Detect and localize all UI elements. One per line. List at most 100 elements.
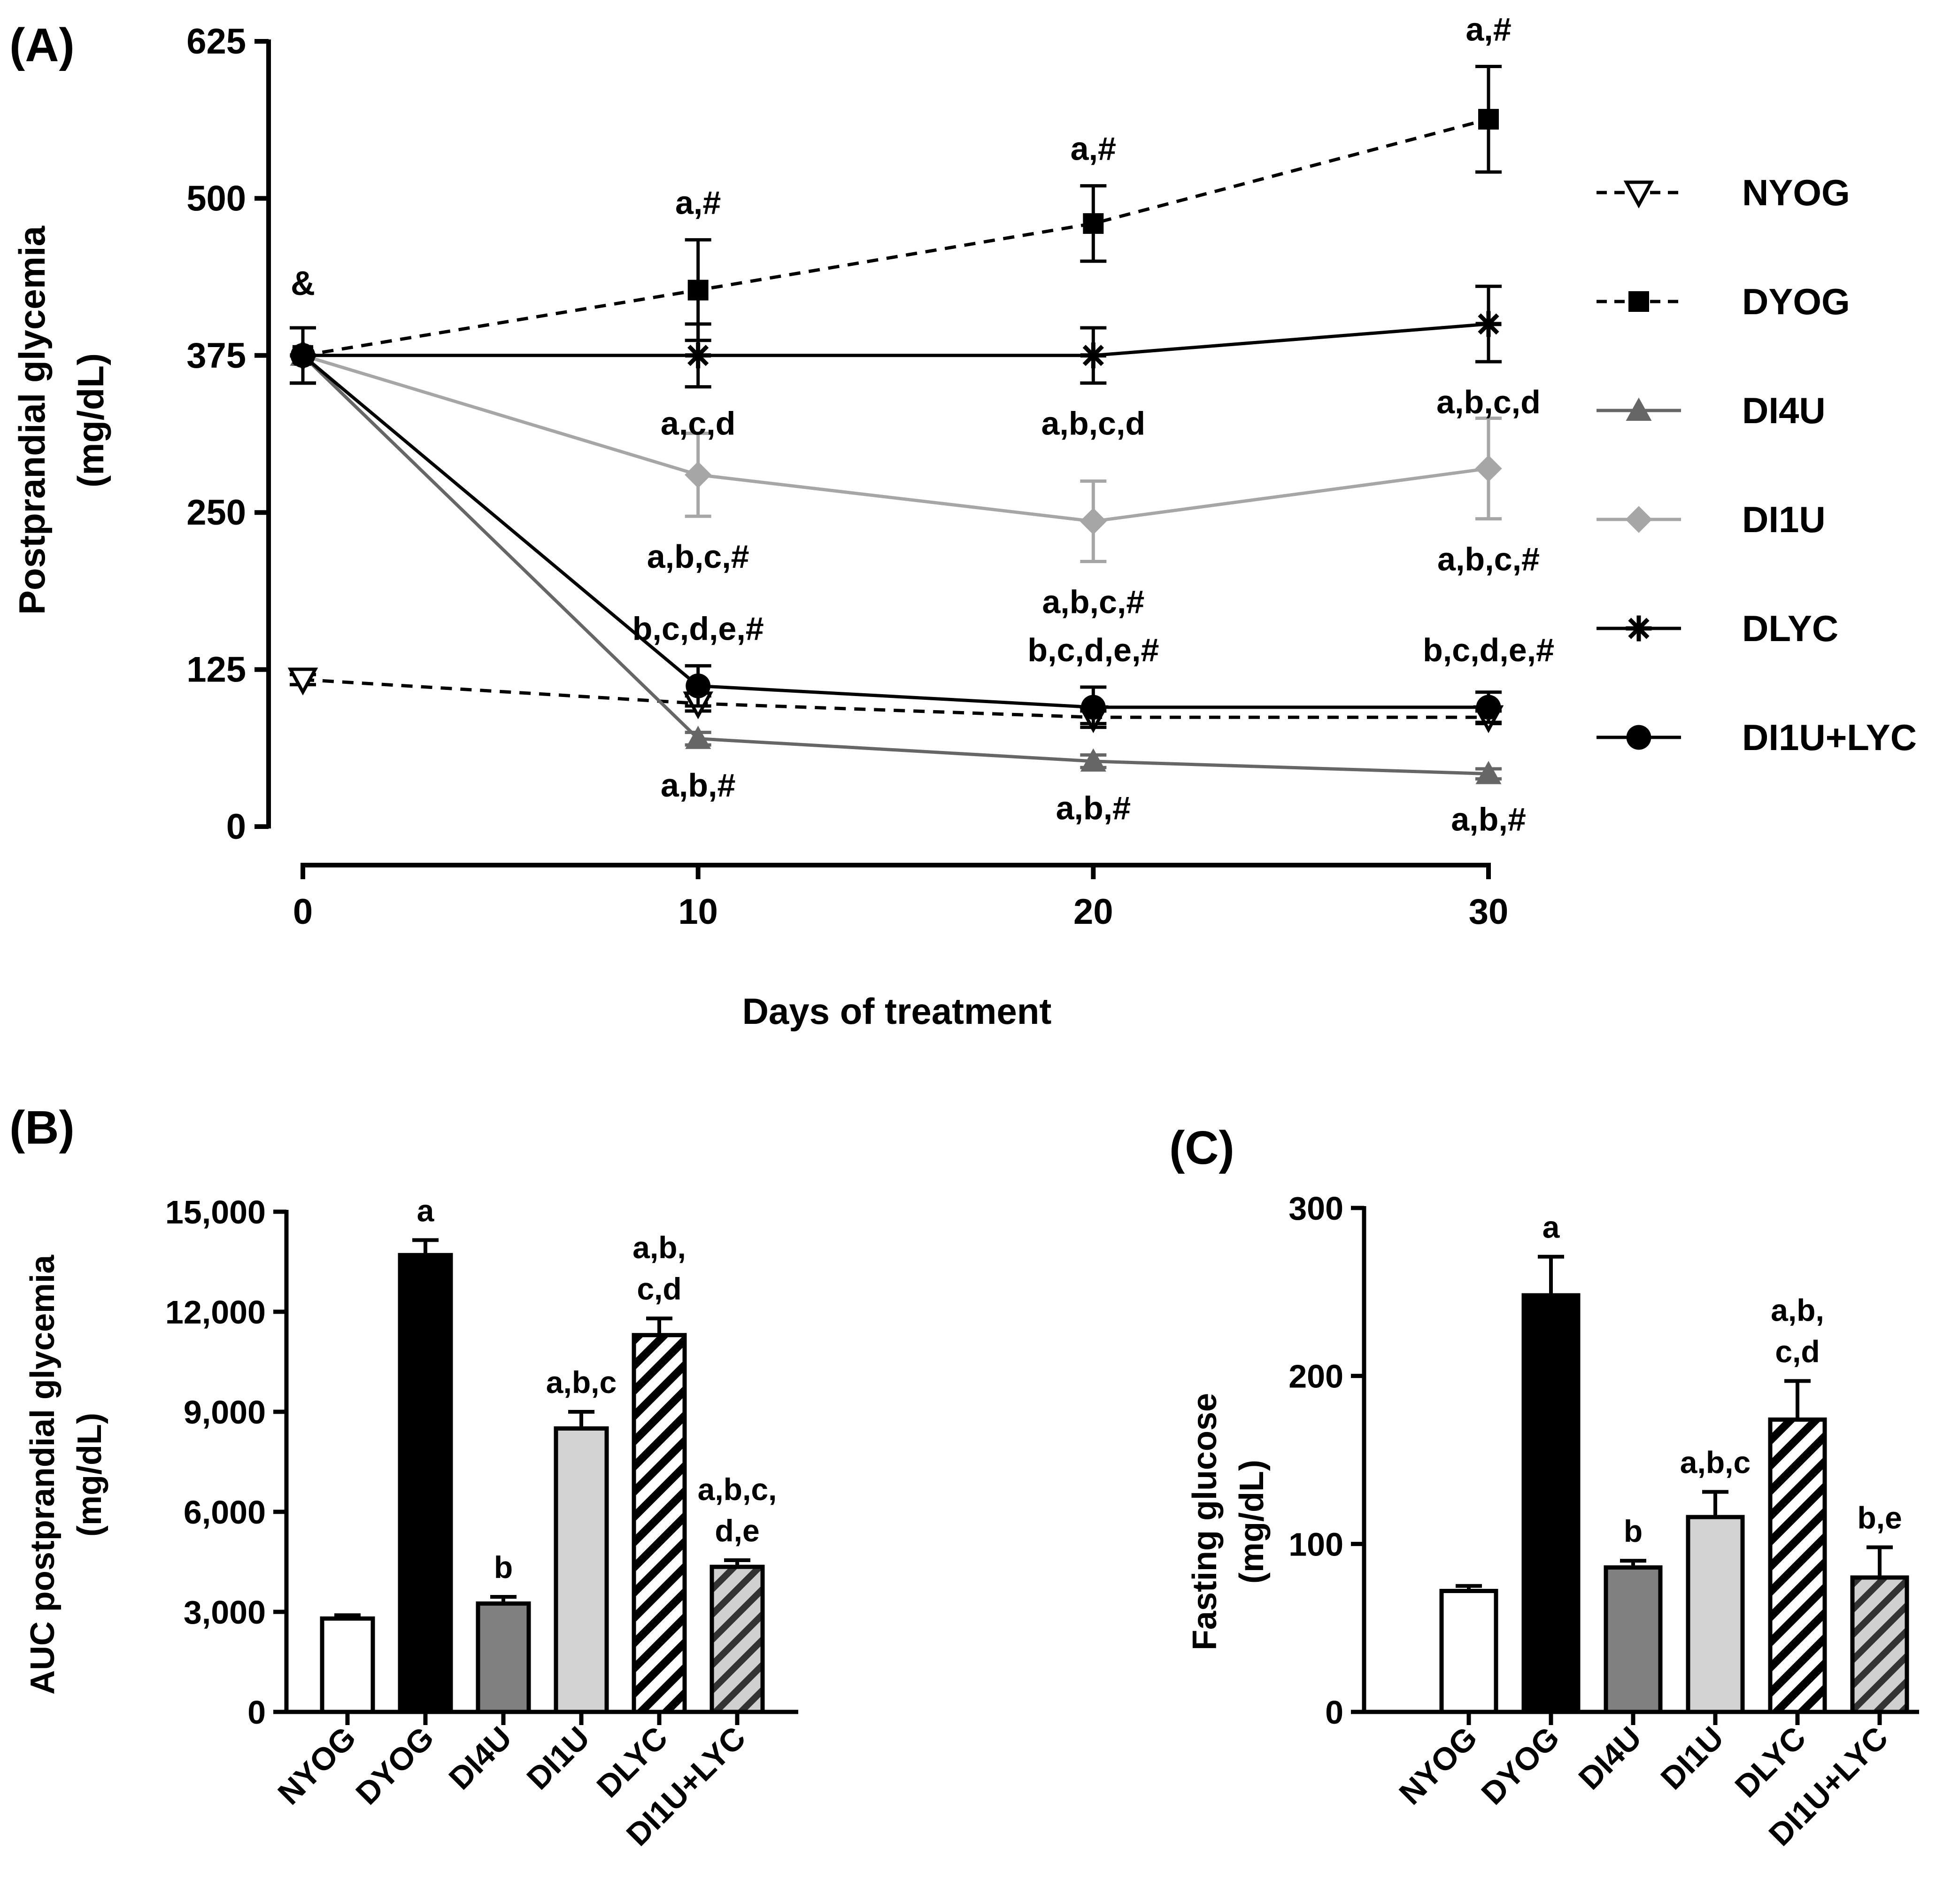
panel-b-bar-group-di4u: b DI4U	[442, 1550, 531, 1796]
point-di4u-shape	[685, 726, 711, 749]
legend-label: DYOG	[1742, 281, 1850, 322]
legend-marker-dlyc-stroke	[1628, 618, 1650, 639]
panel-a-axes: 0 125 250 375 500 625 0 10 20 30	[186, 22, 1508, 932]
panel-b-bar-group-dyog: a DYOG	[349, 1193, 453, 1811]
panel-c-bar-dlyc	[1768, 1417, 1827, 1714]
legend-marker-di4u	[1626, 397, 1652, 421]
series-dyog	[290, 65, 1502, 385]
point-nyog-shape	[287, 667, 318, 696]
panel-c-bar-group-di1u: a,b,c DI1U	[1654, 1445, 1751, 1796]
point-di1u-plus-lyc	[290, 343, 316, 368]
panel-a-y-axis-title: Postprandial glycemia (mg/dL)	[11, 225, 111, 615]
point-di1u	[685, 461, 712, 488]
point-di1u-shape	[685, 461, 712, 488]
point-dlyc-stroke	[1478, 313, 1499, 335]
panel-a-ylabel-line2: (mg/dL)	[70, 353, 111, 488]
point-di1u-plus-lyc	[1476, 695, 1501, 720]
point-di1u-shape	[1080, 508, 1107, 535]
series-di4u	[290, 326, 1502, 784]
panel-c-bar-di1u-plus-lyc	[1850, 1575, 1909, 1714]
annotation-label: a,b,c,d	[1436, 384, 1541, 420]
point-dlyc-stroke	[687, 345, 709, 366]
panel-a-y-tick-label: 125	[186, 650, 246, 690]
panel-c-y-axis-title: Fasting glucose (mg/dL)	[1186, 1393, 1271, 1650]
point-di1u-plus-lyc-shape	[1476, 695, 1501, 720]
legend-marker-di1u-plus-lyc	[1626, 725, 1651, 750]
panel-b-chart: 0 3,000 6,000 9,000 12,000 15,000 NYOG a DYOG b DI…	[165, 1193, 798, 1853]
panel-c-bar-annotation: a,b,	[1771, 1293, 1824, 1327]
panel-b-ylabel-line2: (mg/dL)	[71, 1413, 108, 1537]
panel-a: (A) 0 125 250 375 500 625 0 10 20 30 Postprandial…	[9, 11, 1917, 1032]
series-di1u	[289, 326, 1502, 564]
panel-c-chart: 0 100 200 300 NYOG a DYOG b DI4U a,b,c DI1U a,b, c,d…	[1288, 1190, 1919, 1853]
point-di4u	[1080, 748, 1106, 772]
point-dyog-shape	[687, 279, 709, 301]
panel-c-bar-group-dyog: a DYOG	[1474, 1210, 1581, 1811]
point-di1u	[1475, 455, 1502, 482]
point-dyog-shape	[1083, 213, 1104, 234]
panel-b-y-tick-label: 3,000	[184, 1594, 266, 1631]
panel-b-y-axis-title: AUC postprandial glycemia (mg/dL)	[24, 1254, 108, 1695]
panel-a-xlabel: Days of treatment	[742, 991, 1052, 1032]
panel-b-bar-dyog	[398, 1253, 453, 1714]
series-line-di1u	[302, 354, 1489, 523]
panel-c-y-tick-label: 200	[1288, 1358, 1343, 1395]
legend-label: NYOG	[1742, 172, 1850, 213]
panel-a-y-tick-label: 500	[186, 178, 246, 218]
panel-a-y-tick-label: 375	[186, 336, 246, 376]
panel-c-y-tick-label: 300	[1288, 1190, 1343, 1227]
point-dyog	[1478, 108, 1499, 130]
panel-c-category-label: DYOG	[1474, 1720, 1566, 1811]
series-line-di4u	[301, 354, 1489, 776]
panel-c-bar-annotation: b	[1624, 1514, 1643, 1548]
panel-b-category-label: NYOG	[271, 1720, 363, 1811]
legend-marker-di1u	[1625, 506, 1652, 533]
annotation-label: a,b,#	[1451, 801, 1526, 837]
annotation-label: a,#	[1071, 131, 1116, 167]
legend-item-dlyc: DLYC	[1597, 608, 1838, 649]
panel-b-y-tick-label: 6,000	[184, 1494, 266, 1531]
panel-c-bar-di4u	[1604, 1565, 1663, 1714]
panel-b-bar-annotation: a	[417, 1193, 435, 1228]
panel-c-bar-nyog	[1439, 1588, 1498, 1714]
panel-b-bar-dlyc	[632, 1333, 687, 1714]
legend-item-di1u: DI1U	[1597, 499, 1826, 540]
annotation-label: a,c,d	[661, 405, 736, 442]
panel-b-bar-group-di1u: a,b,c DI1U	[520, 1365, 617, 1796]
panel-b-y-tick-label: 15,000	[165, 1194, 266, 1231]
panel-c-bar-group-di4u: b DI4U	[1572, 1514, 1663, 1796]
panel-b-bar-annotation: c,d	[637, 1271, 681, 1306]
series-line-dlyc	[303, 322, 1489, 357]
panel-c-bar-annotation: a	[1543, 1210, 1560, 1245]
legend-item-dyog: DYOG	[1597, 281, 1850, 322]
series-line-dyog	[302, 117, 1489, 357]
panel-b: (B) AUC postprandial glycemia (mg/dL) 0 3…	[9, 1101, 798, 1853]
annotation-label: a,b,#	[661, 767, 736, 804]
point-di1u-plus-lyc-shape	[290, 343, 316, 368]
annotation-label: b,c,d,e,#	[1027, 632, 1159, 668]
panel-b-category-label: DYOG	[349, 1720, 440, 1811]
point-dlyc	[1475, 311, 1502, 337]
panel-a-y-tick-label: 0	[226, 807, 246, 847]
annotation-label: a,b,c,#	[1042, 584, 1144, 620]
panel-b-category-label: DI1U	[520, 1720, 596, 1796]
panel-a-annotations: & a,# a,# a,# a,c,d a,b,c,d a,b,c,d a,b,c,# a,b,…	[291, 11, 1554, 838]
panel-b-ylabel-line1: AUC postprandial glycemia	[24, 1254, 62, 1695]
point-di1u-plus-lyc-shape	[1080, 695, 1106, 720]
point-di4u	[685, 726, 711, 749]
panel-b-bar-di4u	[476, 1601, 531, 1714]
panel-c-bar-annotation: b,e	[1857, 1500, 1902, 1535]
point-dlyc-stroke	[1082, 345, 1104, 366]
panel-c-category-label: DI1U	[1654, 1720, 1730, 1796]
annotation-label: a,b,c,#	[1437, 541, 1540, 578]
annotation-label: b,c,d,e,#	[1423, 632, 1554, 668]
panel-a-x-tick-label: 10	[678, 892, 718, 932]
point-di1u-shape	[1475, 455, 1502, 482]
legend-label: DI4U	[1742, 390, 1826, 431]
panel-c-bar-annotation: c,d	[1775, 1334, 1820, 1369]
panel-b-bar-annotation: a,b,c	[546, 1365, 617, 1400]
legend-marker-nyog-shape	[1623, 180, 1654, 209]
baseline-annotation: &	[291, 265, 315, 302]
